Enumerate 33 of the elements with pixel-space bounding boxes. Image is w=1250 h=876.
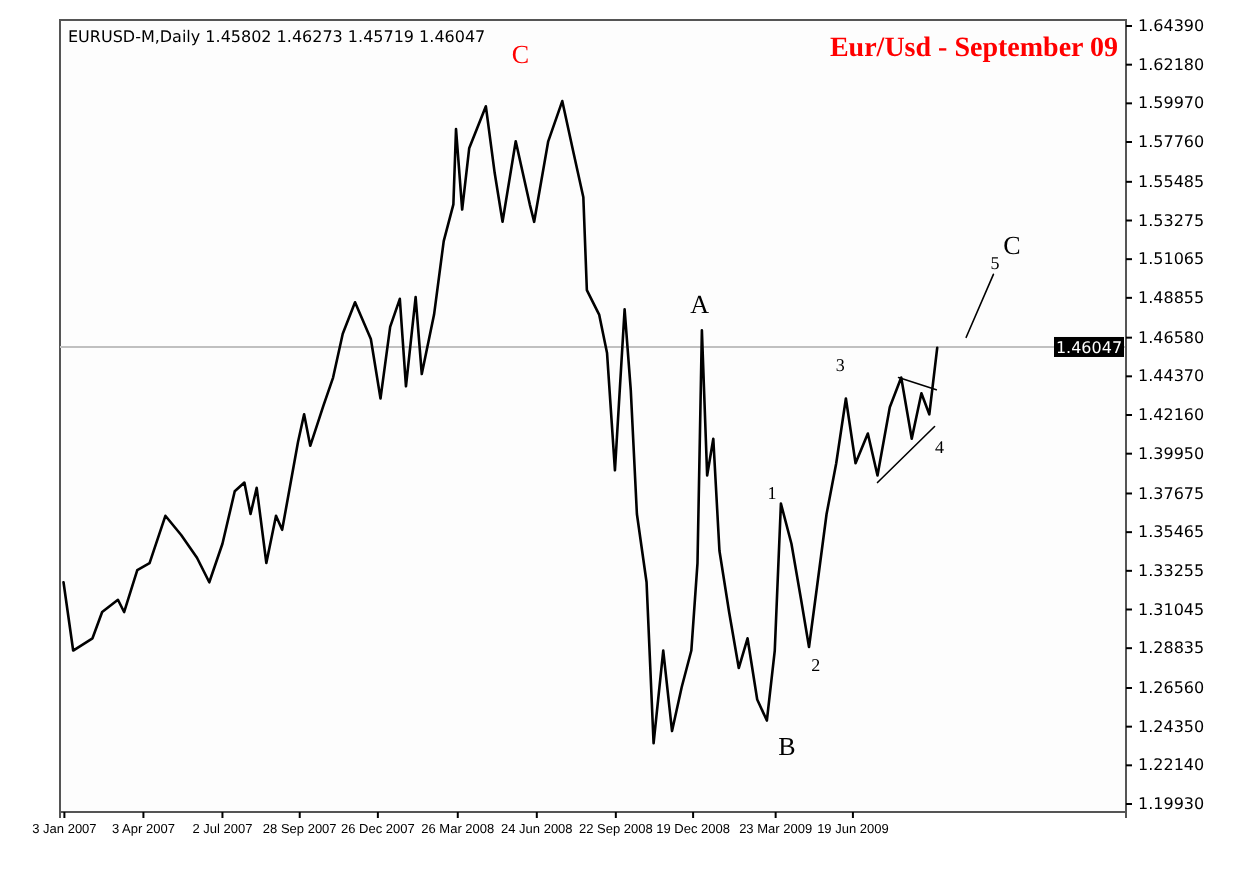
y-tick-label: 1.59970	[1138, 94, 1205, 113]
y-tick-label: 1.37675	[1138, 484, 1205, 503]
y-tick-label: 1.28835	[1138, 639, 1205, 658]
y-tick-label: 1.62180	[1138, 55, 1205, 74]
y-tick-label: 1.44370	[1138, 367, 1205, 386]
annotation: EURUSD-M,Daily 1.45802 1.46273 1.45719 1.46047	[68, 28, 486, 46]
annotation: 2	[811, 655, 821, 676]
annotation: C	[511, 39, 530, 70]
y-tick-label: 1.33255	[1138, 561, 1205, 580]
annotation: 4	[934, 436, 945, 457]
annotation: B	[778, 730, 797, 761]
y-tick-label: 1.39950	[1138, 444, 1205, 463]
y-tick-label: 1.57760	[1138, 133, 1205, 152]
y-tick-label: 1.35465	[1138, 523, 1205, 542]
y-tick-label: 1.64390	[1138, 17, 1205, 36]
y-tick-label: 1.55485	[1138, 172, 1205, 191]
y-tick-label: 1.53275	[1138, 211, 1205, 230]
annotation: A	[690, 289, 711, 320]
y-tick-label: 1.31045	[1138, 600, 1205, 619]
y-tick-label: 1.19930	[1138, 795, 1205, 814]
y-tick-label: 1.22140	[1138, 756, 1205, 775]
chart-title: Eur/Usd - September 09	[829, 34, 1118, 64]
ref-line-label: 1.46047	[1055, 338, 1123, 357]
annotation: C	[1003, 230, 1021, 261]
y-tick-label: 1.26560	[1138, 679, 1205, 698]
y-tick-label: 1.51065	[1138, 250, 1205, 269]
y-tick-label: 1.42160	[1138, 406, 1205, 425]
annotation: 1	[767, 483, 777, 504]
y-tick-label: 1.48855	[1138, 288, 1205, 307]
y-tick-label: 1.24350	[1138, 717, 1205, 736]
annotation: 3	[835, 355, 846, 376]
annotation: 5	[990, 252, 1001, 273]
y-tick-label: 1.46580	[1138, 328, 1205, 347]
